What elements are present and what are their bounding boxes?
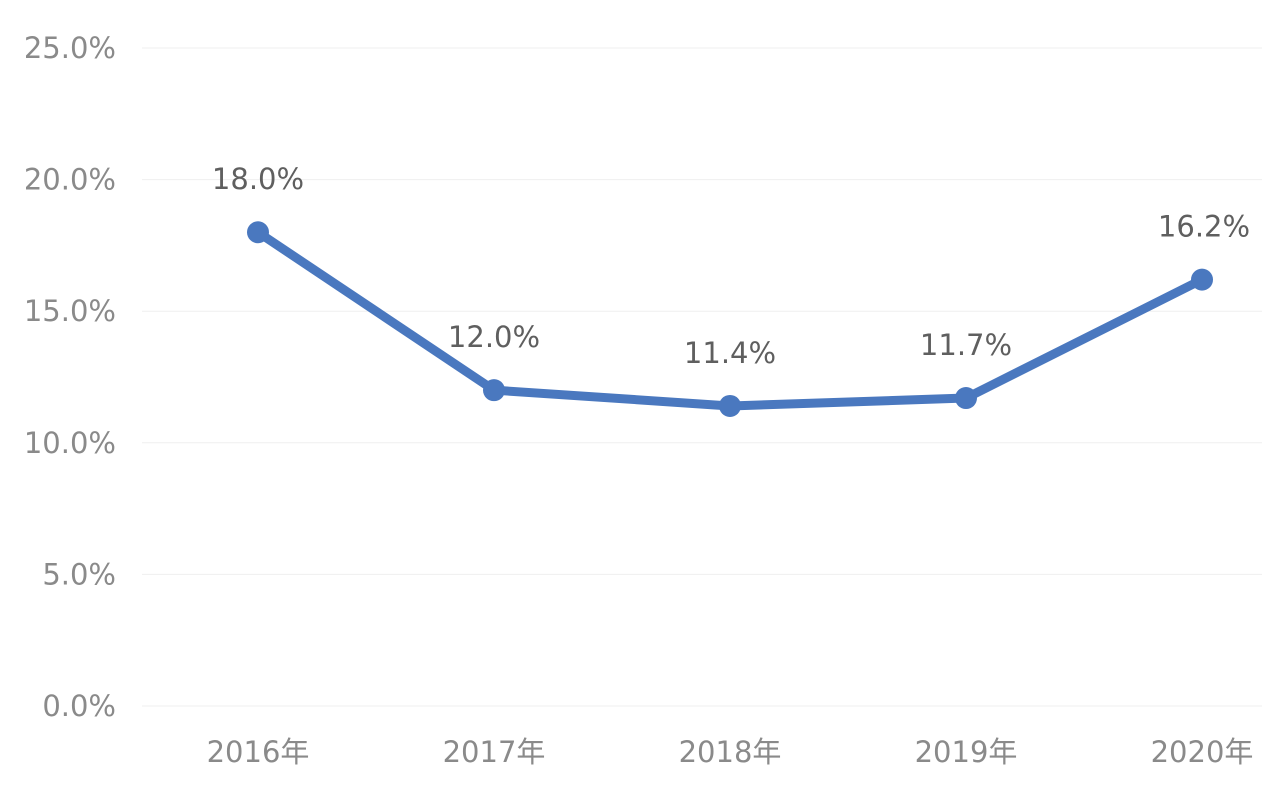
data-label: 18.0% (212, 162, 304, 196)
data-point (719, 394, 741, 417)
data-label: 16.2% (1158, 210, 1250, 244)
data-label: 12.0% (448, 320, 540, 354)
data-point (247, 221, 269, 244)
data-point (1191, 268, 1213, 291)
data-label: 11.4% (684, 336, 776, 370)
x-axis: 2016年 2017年 2018年 2019年 2020年 (207, 735, 1254, 769)
data-point (955, 387, 977, 410)
x-tick-label: 2018年 (679, 735, 782, 769)
series-line (253, 227, 1207, 411)
data-label: 11.7% (920, 328, 1012, 362)
data-point (483, 379, 505, 402)
data-label-layer: 18.0% 12.0% 11.4% 11.7% 16.2% (212, 162, 1250, 370)
y-tick-label: 25.0% (24, 31, 116, 65)
x-tick-label: 2017年 (443, 735, 546, 769)
y-tick-label: 20.0% (24, 163, 116, 197)
x-tick-label: 2019年 (915, 735, 1018, 769)
x-tick-label: 2016年 (207, 735, 310, 769)
y-tick-label: 10.0% (24, 426, 116, 460)
y-tick-label: 15.0% (24, 294, 116, 328)
grid-layer (142, 47, 1262, 707)
y-tick-label: 5.0% (42, 557, 116, 591)
x-tick-label: 2020年 (1151, 735, 1254, 769)
y-axis: 0.0% 5.0% 10.0% 15.0% 20.0% 25.0% (24, 31, 116, 723)
series-layer (247, 221, 1213, 417)
y-tick-label: 0.0% (42, 689, 116, 723)
